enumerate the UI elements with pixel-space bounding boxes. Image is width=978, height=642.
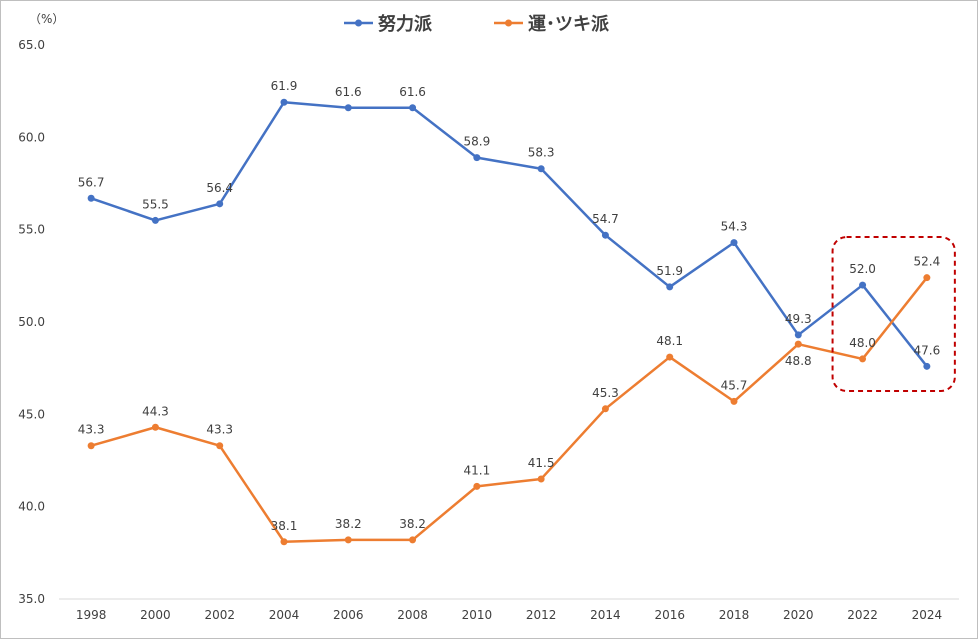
y-axis-unit-label: （%） (29, 12, 64, 26)
x-tick-label: 2000 (140, 608, 171, 622)
x-tick-label: 2018 (719, 608, 750, 622)
y-tick-label: 65.0 (18, 38, 45, 52)
data-point (344, 104, 352, 112)
data-label: 61.6 (399, 85, 426, 99)
data-point (537, 475, 545, 483)
legend-item: 運･ツキ派 (494, 14, 610, 35)
data-label: 45.7 (721, 378, 748, 392)
x-tick-label: 2010 (462, 608, 493, 622)
y-tick-label: 35.0 (18, 592, 45, 606)
x-tick-label: 2016 (654, 608, 685, 622)
data-point (280, 98, 288, 106)
data-point (344, 536, 352, 544)
x-tick-label: 2008 (397, 608, 428, 622)
data-point (280, 538, 288, 546)
data-label: 43.3 (78, 423, 105, 437)
data-label: 41.5 (528, 456, 555, 470)
series-line (90, 100, 928, 368)
data-point (216, 442, 224, 450)
data-label: 45.3 (592, 386, 619, 400)
x-tick-label: 2014 (590, 608, 621, 622)
x-tick-label: 2006 (333, 608, 364, 622)
data-label: 41.1 (463, 463, 490, 477)
data-point (794, 340, 802, 348)
data-point (151, 216, 159, 224)
legend-item: 努力派 (344, 13, 433, 35)
data-point (473, 482, 481, 490)
legend-label: 運･ツキ派 (528, 14, 610, 35)
highlight-box (831, 236, 956, 392)
data-label: 48.0 (849, 336, 876, 350)
data-point (859, 355, 867, 363)
data-point (601, 231, 609, 239)
y-tick-label: 60.0 (18, 130, 45, 144)
data-label: 55.5 (142, 197, 169, 211)
data-point (730, 239, 738, 247)
x-tick-label: 2004 (269, 608, 300, 622)
data-label: 51.9 (656, 264, 683, 278)
data-point (87, 194, 95, 202)
data-point (923, 274, 931, 282)
legend-swatch-marker (355, 19, 362, 27)
data-label: 48.1 (656, 334, 683, 348)
y-tick-label: 45.0 (18, 407, 45, 421)
data-label: 44.3 (142, 404, 169, 418)
y-axis-ticks: 35.0 40.0 45.0 50.0 55.0 60.0 65.0 (18, 38, 45, 606)
data-label: 52.4 (913, 255, 940, 269)
data-label: 49.3 (785, 312, 812, 326)
data-label: 56.4 (206, 181, 233, 195)
data-point (87, 442, 95, 450)
data-point (216, 200, 224, 208)
data-point (794, 331, 802, 339)
data-label: 38.1 (271, 519, 298, 533)
series-line (90, 276, 928, 544)
data-label: 52.0 (849, 262, 876, 276)
data-point (473, 154, 481, 162)
data-label: 48.8 (785, 354, 812, 368)
y-tick-label: 55.0 (18, 223, 45, 237)
data-point (409, 536, 417, 544)
x-tick-label: 2002 (204, 608, 235, 622)
data-point (859, 281, 867, 289)
data-label: 58.3 (528, 146, 555, 160)
series-group: 56.7 55.5 56.4 61.9 61.6 61.6 58.9 58.3 54.7 51.9… (78, 79, 940, 546)
data-point (666, 283, 674, 291)
series-2: 43.3 44.3 43.3 38.1 38.2 38.2 41.1 41.5 45.3 48.1… (78, 255, 940, 546)
legend: 努力派 運･ツキ派 (344, 13, 610, 35)
data-label: 47.6 (913, 343, 940, 357)
data-label: 61.9 (271, 79, 298, 93)
data-point (666, 353, 674, 361)
legend-swatch-marker (505, 19, 512, 27)
data-label: 43.3 (206, 423, 233, 437)
x-tick-label: 2024 (912, 608, 943, 622)
legend-label: 努力派 (378, 13, 433, 35)
data-point (151, 423, 159, 431)
data-label: 61.6 (335, 85, 362, 99)
x-tick-label: 1998 (76, 608, 107, 622)
data-point (537, 165, 545, 173)
data-point (601, 405, 609, 413)
series-1: 56.7 55.5 56.4 61.9 61.6 61.6 58.9 58.3 54.7 51.9… (78, 79, 940, 370)
y-tick-label: 40.0 (18, 500, 45, 514)
data-point (923, 362, 931, 370)
y-tick-label: 50.0 (18, 315, 45, 329)
data-label: 54.3 (721, 220, 748, 234)
data-point (409, 104, 417, 112)
x-axis-ticks: 1998 2000 2002 2004 2006 2008 2010 2012 2014 2016… (76, 608, 942, 622)
data-label: 38.2 (335, 517, 362, 531)
x-tick-label: 2012 (526, 608, 557, 622)
x-tick-label: 2020 (783, 608, 814, 622)
x-tick-label: 2022 (847, 608, 878, 622)
data-label: 58.9 (463, 135, 490, 149)
data-label: 38.2 (399, 517, 426, 531)
data-label: 56.7 (78, 175, 105, 189)
data-label: 54.7 (592, 212, 619, 226)
data-point (730, 397, 738, 405)
